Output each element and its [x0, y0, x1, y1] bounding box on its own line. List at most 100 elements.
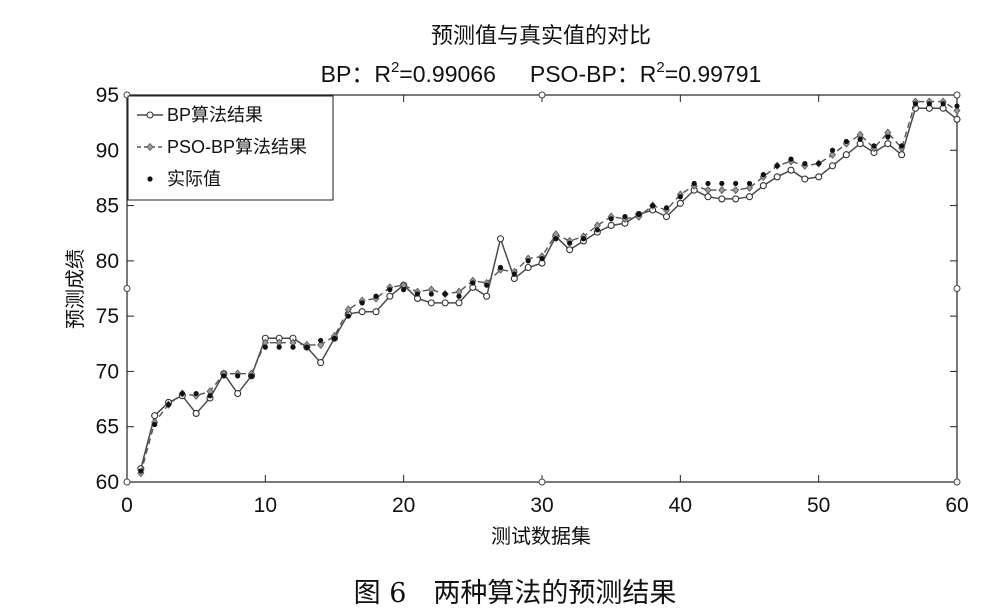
data-point	[317, 359, 325, 367]
y-tick-label: 60	[96, 471, 119, 494]
data-point	[304, 344, 310, 350]
data-point	[428, 291, 434, 297]
data-point	[662, 213, 671, 221]
data-point	[760, 172, 766, 178]
data-point	[234, 389, 242, 398]
data-point	[566, 246, 574, 254]
data-point	[607, 221, 615, 230]
data-point	[484, 282, 490, 288]
axis-edge-marker	[123, 285, 131, 292]
legend-label: BP算法结果	[167, 105, 263, 125]
pso-r2-value: =0.99791	[665, 61, 762, 87]
data-point	[705, 180, 711, 187]
data-point	[138, 468, 144, 474]
data-point	[358, 308, 366, 316]
pso-r2-superscript: 2	[656, 59, 664, 76]
bp-r2-prefix: BP：R	[321, 61, 391, 87]
pso-r2-prefix: PSO-BP：R	[530, 61, 657, 87]
data-point	[718, 195, 726, 203]
data-point	[580, 236, 587, 242]
data-point	[525, 258, 531, 264]
data-point	[262, 344, 268, 350]
x-tick-label: 50	[807, 494, 830, 517]
x-tick-label: 30	[530, 494, 553, 517]
data-point	[207, 393, 213, 399]
y-tick-label: 70	[96, 360, 119, 383]
data-point	[318, 337, 324, 344]
x-tick-label: 20	[392, 494, 415, 517]
data-point	[871, 143, 877, 149]
data-point	[953, 106, 961, 115]
axis-edge-marker	[123, 478, 131, 486]
chart-title: 预测值与真实值的对比	[431, 24, 651, 49]
data-point	[899, 143, 905, 149]
data-point	[691, 180, 697, 187]
figure-caption: 图 6 两种算法的预测结果	[354, 578, 677, 609]
data-point	[179, 390, 185, 397]
legend-marker	[146, 142, 154, 152]
data-point	[427, 299, 435, 307]
data-point	[290, 344, 296, 350]
data-point	[788, 156, 794, 162]
data-point	[248, 373, 255, 379]
data-point	[816, 160, 822, 167]
data-point	[842, 151, 850, 159]
x-tick-label: 60	[945, 494, 968, 517]
y-tick-label: 85	[96, 195, 119, 218]
data-point	[815, 173, 823, 181]
data-point	[745, 193, 754, 201]
data-point	[787, 166, 795, 174]
data-point	[496, 235, 505, 243]
data-point	[746, 180, 753, 187]
data-point	[801, 175, 809, 183]
series-3	[138, 101, 960, 474]
data-point	[885, 134, 891, 140]
data-point	[497, 264, 504, 271]
data-point	[441, 299, 449, 307]
data-point	[663, 205, 670, 211]
data-point	[704, 185, 712, 195]
data-point	[372, 308, 380, 316]
y-tick-label: 95	[96, 84, 119, 107]
axis-edge-marker	[538, 478, 546, 486]
data-point	[373, 293, 379, 299]
legend-label: PSO-BP算法结果	[167, 137, 307, 157]
data-point	[828, 162, 837, 170]
data-point	[567, 240, 573, 246]
data-point	[912, 101, 919, 107]
data-point	[539, 256, 545, 262]
plot-area: 0 10 20 30 40 50 60 60 65 70 75 80 85 90 95 BP算法结果 PSO-B…	[96, 84, 969, 517]
data-point	[954, 103, 960, 109]
data-point	[733, 180, 739, 187]
legend-label: 实际值	[167, 169, 221, 189]
data-point	[650, 202, 656, 209]
data-point	[745, 183, 754, 192]
data-point	[773, 173, 781, 181]
data-point	[622, 214, 628, 220]
data-point	[718, 185, 726, 195]
data-point	[636, 211, 642, 218]
legend-marker	[147, 176, 153, 182]
data-point	[193, 390, 199, 397]
data-point	[331, 335, 338, 341]
axis-edge-marker	[538, 91, 546, 99]
data-point	[455, 299, 463, 307]
data-point	[359, 300, 365, 306]
data-point	[898, 151, 906, 159]
legend-marker	[146, 111, 154, 119]
x-axis-label: 测试数据集	[491, 524, 591, 548]
data-point	[221, 373, 227, 379]
data-point	[553, 236, 559, 242]
data-point	[732, 195, 740, 203]
chart-subtitle: BP：R2=0.99066 PSO-BP：R2=0.99791	[321, 59, 762, 87]
series-1	[137, 104, 961, 473]
data-point	[152, 421, 158, 428]
data-point	[511, 271, 517, 277]
data-point	[344, 305, 352, 314]
data-point	[151, 412, 159, 420]
data-point	[926, 101, 932, 107]
data-point	[401, 287, 407, 293]
y-tick-label: 75	[96, 305, 119, 328]
axis-edge-marker	[953, 478, 961, 486]
y-tick-label: 65	[96, 416, 119, 439]
